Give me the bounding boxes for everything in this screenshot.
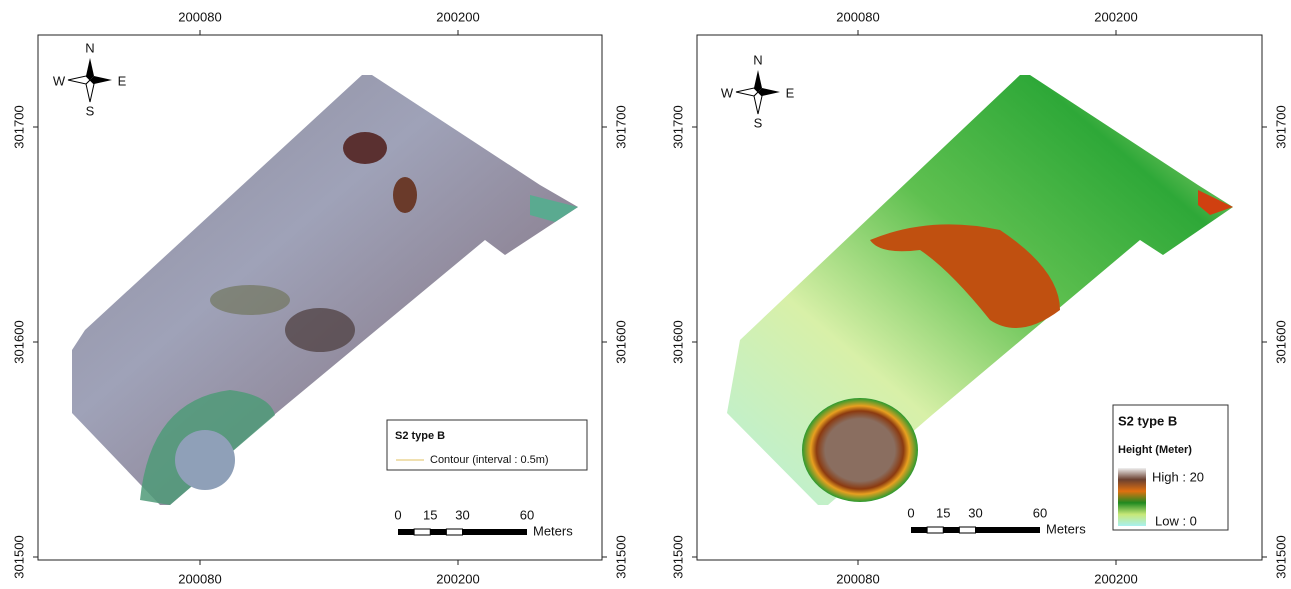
x-tick-label: 200200	[1094, 571, 1137, 586]
compass-label: N	[753, 52, 762, 67]
x-tick-label: 200200	[1094, 9, 1137, 24]
scale-label: 30	[968, 505, 982, 520]
x-tick-label: 200200	[436, 571, 479, 586]
scale-label: 60	[1033, 505, 1047, 520]
scale-segment	[911, 527, 927, 533]
x-tick-label: 200200	[436, 9, 479, 24]
scale-label: 15	[936, 505, 950, 520]
scale-segment	[976, 527, 1041, 533]
compass-label: E	[118, 73, 127, 88]
scale-segment	[414, 529, 430, 535]
compass-label: W	[721, 85, 734, 100]
compass-label: S	[86, 103, 95, 118]
x-tick-label: 200080	[836, 571, 879, 586]
y-tick-label: 301600	[613, 320, 628, 363]
y-tick-label: 301600	[670, 320, 685, 363]
scale-segment	[943, 527, 959, 533]
scale-segment	[927, 527, 943, 533]
scale-label: 60	[520, 507, 534, 522]
scale-segment	[430, 529, 446, 535]
map-figure: 200080 200080 200200 200200 301700 301700 3016…	[0, 0, 1291, 589]
scale-segment	[959, 527, 975, 533]
scale-label: 0	[907, 505, 914, 520]
compass-label: N	[85, 40, 94, 55]
scale-segment	[398, 529, 414, 535]
scale-segment	[446, 529, 462, 535]
color-ramp	[1118, 468, 1146, 526]
y-tick-label: 301500	[11, 535, 26, 578]
y-tick-label: 301600	[11, 320, 26, 363]
y-tick-label: 301500	[1273, 535, 1288, 578]
x-tick-label: 200080	[836, 9, 879, 24]
scale-unit: Meters	[533, 523, 573, 538]
x-tick-label: 200080	[178, 571, 221, 586]
legend-title: S2 type B	[1118, 413, 1177, 428]
scale-label: 15	[423, 507, 437, 522]
page: {"panels": [ {"x_ticks": [200080, 200200…	[0, 0, 1291, 589]
legend-high: High : 20	[1152, 469, 1204, 484]
y-tick-label: 301700	[613, 105, 628, 148]
legend-low: Low : 0	[1155, 513, 1197, 528]
y-tick-label: 301600	[1273, 320, 1288, 363]
compass-label: W	[53, 73, 66, 88]
x-tick-label: 200080	[178, 9, 221, 24]
y-tick-label: 301500	[670, 535, 685, 578]
legend-item: Contour (interval : 0.5m)	[430, 454, 549, 466]
y-tick-label: 301700	[670, 105, 685, 148]
y-tick-label: 301700	[1273, 105, 1288, 148]
scale-label: 0	[394, 507, 401, 522]
satellite-image	[38, 35, 602, 560]
legend-title: S2 type B	[395, 430, 445, 442]
compass-label: E	[786, 85, 795, 100]
scale-segment	[463, 529, 528, 535]
compass-label: S	[754, 115, 763, 130]
y-tick-label: 301700	[11, 105, 26, 148]
y-tick-label: 301500	[613, 535, 628, 578]
legend-subtitle: Height (Meter)	[1118, 444, 1192, 456]
scale-unit: Meters	[1046, 521, 1086, 536]
scale-label: 30	[455, 507, 469, 522]
